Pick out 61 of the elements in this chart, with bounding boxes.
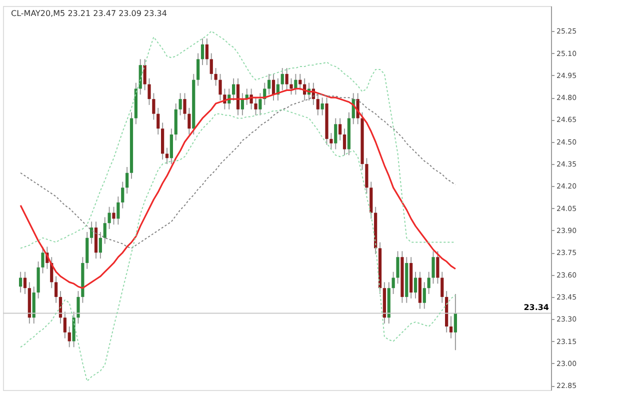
ref-line-label: 23.34 — [524, 303, 550, 312]
candlestick — [205, 38, 208, 66]
candlestick — [449, 316, 453, 339]
candlestick — [392, 271, 395, 294]
candlestick — [268, 73, 271, 96]
candlestick — [19, 271, 22, 294]
candlestick — [170, 128, 173, 165]
candlestick — [196, 52, 200, 86]
candlestick — [156, 107, 160, 135]
line-series — [20, 30, 456, 249]
candlestick — [285, 68, 288, 91]
candlestick — [98, 231, 102, 260]
candlestick — [178, 92, 182, 116]
candlestick — [183, 92, 186, 120]
candlestick — [63, 311, 66, 339]
candlestick — [200, 38, 204, 66]
candlestick — [116, 196, 120, 226]
candlestick — [316, 92, 320, 116]
candlestick — [396, 250, 400, 284]
candlestick — [330, 132, 333, 150]
candlestick — [41, 246, 44, 274]
candlestick — [143, 58, 146, 91]
candlestick — [320, 97, 324, 116]
candlestick — [280, 68, 284, 91]
candlestick — [210, 52, 213, 80]
candlestick — [232, 78, 236, 102]
candlestick — [112, 206, 116, 226]
candlestick — [148, 78, 151, 106]
candlestick — [258, 92, 262, 116]
candlestick — [218, 73, 222, 102]
candlestick — [214, 68, 218, 86]
candlestick — [72, 311, 76, 348]
candlestick — [152, 92, 156, 120]
candlestick — [342, 128, 346, 156]
candlestick — [272, 73, 276, 102]
candlestick — [254, 97, 258, 116]
candlestick — [54, 276, 58, 304]
candlestick — [298, 73, 302, 91]
candlestick — [440, 271, 444, 304]
candlestick — [290, 78, 293, 96]
candlestick — [188, 107, 191, 135]
candlestick — [108, 206, 111, 230]
candlestick — [23, 271, 27, 294]
candlestick — [454, 294, 457, 351]
candlestick — [422, 282, 426, 310]
candlestick — [427, 271, 430, 294]
candlestick — [165, 147, 169, 165]
candlestick — [365, 158, 368, 194]
candlestick — [334, 118, 338, 150]
line-series — [20, 108, 456, 382]
candlestick — [76, 290, 80, 324]
candlestick — [103, 216, 106, 244]
candlestick — [121, 181, 124, 209]
candlestick — [126, 166, 129, 194]
candlestick — [432, 250, 435, 284]
candlestick — [414, 271, 418, 299]
annotation: CL-MAY20,M5 23.21 23.47 23.09 23.34 — [11, 9, 167, 18]
candlestick — [436, 250, 440, 284]
candlestick — [338, 118, 342, 141]
candlestick — [68, 326, 71, 348]
candlestick — [90, 221, 94, 244]
